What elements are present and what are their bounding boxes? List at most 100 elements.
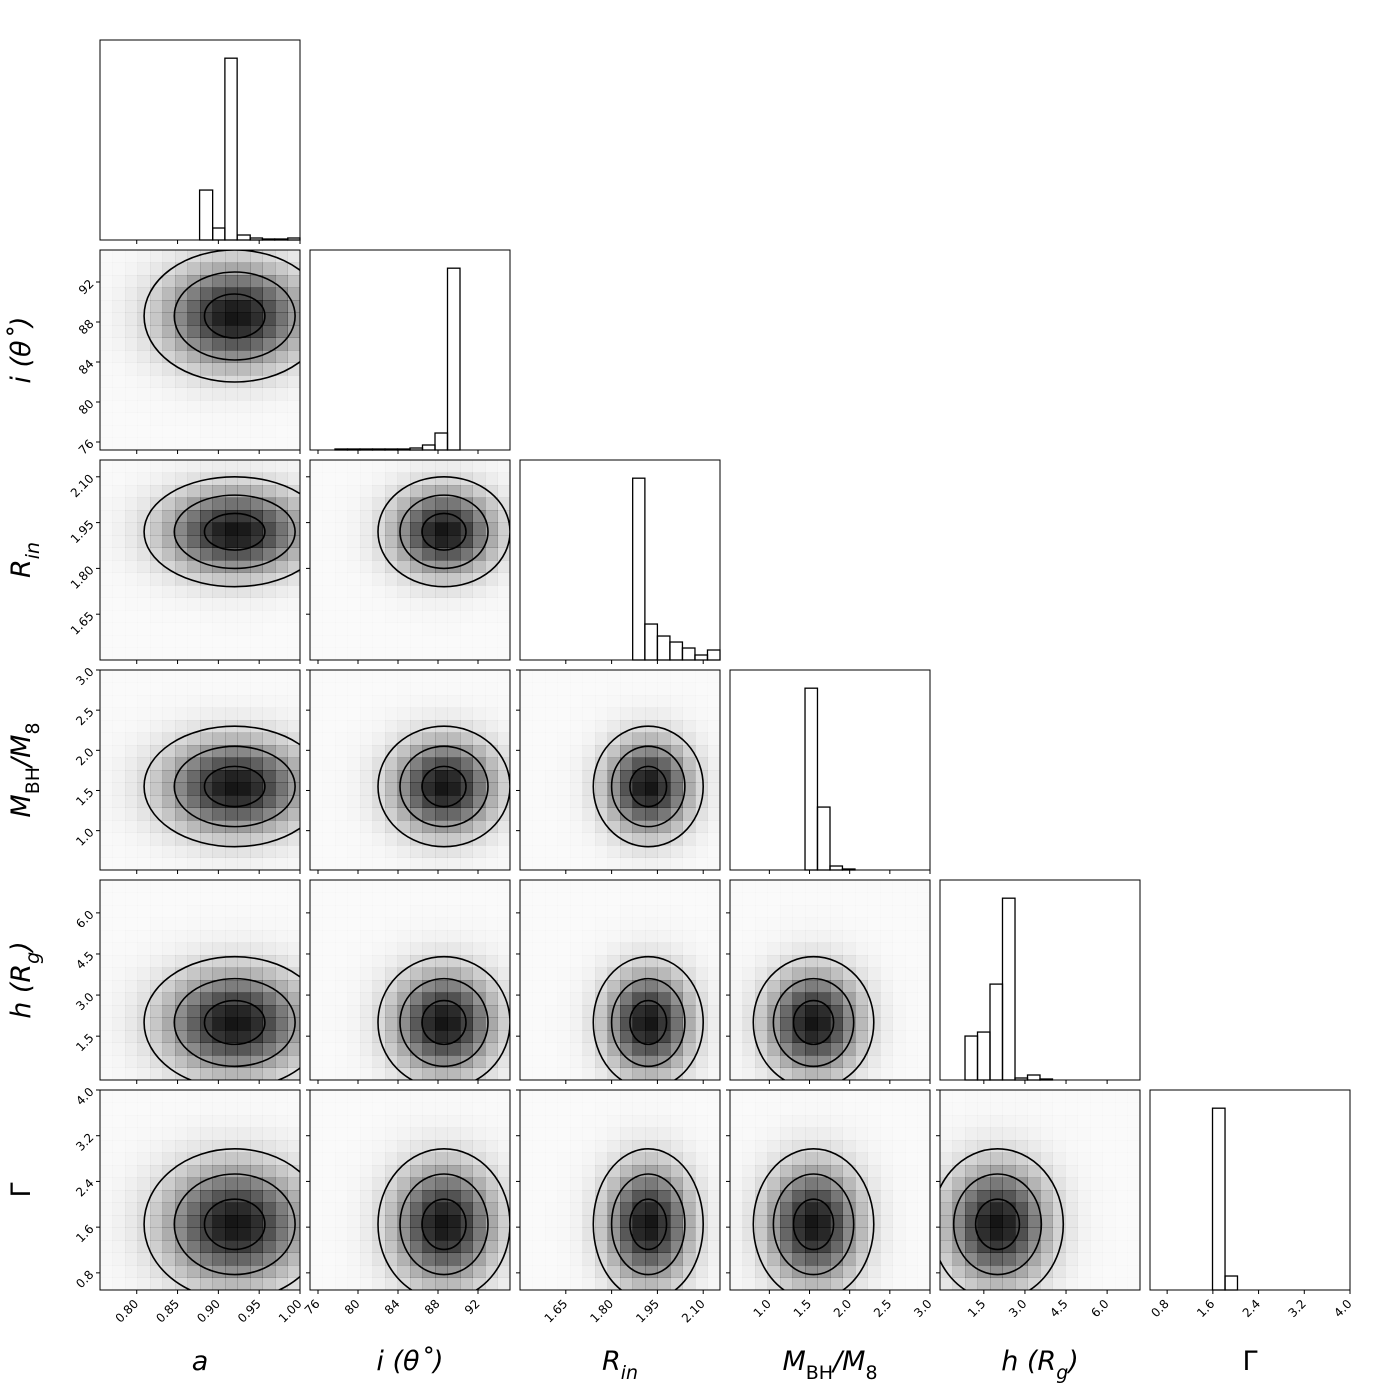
density-cell xyxy=(422,1017,436,1031)
density-cell xyxy=(150,943,163,956)
density-cell xyxy=(225,1115,238,1128)
density-cell xyxy=(768,930,781,943)
density-cell xyxy=(275,695,288,708)
density-cell xyxy=(545,968,558,981)
density-cell xyxy=(262,770,276,783)
density-cell xyxy=(113,438,126,451)
density-cell xyxy=(742,1215,756,1228)
density-cell xyxy=(262,1177,276,1191)
density-cell xyxy=(262,820,276,833)
density-cell xyxy=(372,745,386,758)
density-cell xyxy=(1028,1115,1041,1128)
density-cell xyxy=(767,992,781,1006)
density-cell xyxy=(422,485,436,498)
density-cell xyxy=(582,770,596,783)
x-tick-label: 3.0 xyxy=(1006,1297,1029,1320)
density-cell xyxy=(137,262,151,276)
density-cell xyxy=(695,832,708,846)
density-cell xyxy=(360,497,373,511)
density-cell xyxy=(188,880,201,893)
density-cell xyxy=(250,1005,263,1018)
density-cell xyxy=(372,832,386,846)
density-cell xyxy=(695,893,708,906)
density-cell xyxy=(162,757,176,771)
density-cell xyxy=(237,387,251,401)
density-cell xyxy=(793,1090,806,1103)
density-cell xyxy=(162,770,176,783)
density-cell xyxy=(175,375,188,388)
density-cell xyxy=(335,695,348,708)
density-cell xyxy=(520,708,533,721)
density-cell xyxy=(558,905,571,918)
density-cell xyxy=(100,460,113,473)
density-cell xyxy=(520,1055,533,1068)
density-cell xyxy=(373,623,386,636)
label-part: g xyxy=(1056,1362,1068,1384)
density-cell xyxy=(460,670,473,683)
panel-frame xyxy=(519,1089,721,1291)
density-cell xyxy=(657,857,671,870)
density-cell xyxy=(435,757,448,771)
histogram-bar xyxy=(694,654,709,661)
density-cell xyxy=(225,350,238,363)
density-cell xyxy=(125,1090,138,1103)
density-cell xyxy=(730,1215,743,1228)
density-cell xyxy=(682,732,696,746)
density-cell xyxy=(212,707,226,721)
density-cell xyxy=(670,683,683,696)
density-cell xyxy=(150,337,163,351)
density-cell xyxy=(830,1090,843,1103)
density-cell xyxy=(792,967,806,981)
density-cell xyxy=(237,930,251,943)
density-cell xyxy=(657,1042,671,1056)
density-cell xyxy=(670,905,683,918)
density-cell xyxy=(275,1030,288,1043)
density-cell xyxy=(410,1190,423,1203)
density-cell xyxy=(175,522,188,536)
density-cell xyxy=(200,1277,213,1290)
density-cell xyxy=(288,1103,301,1116)
density-cell xyxy=(730,992,743,1006)
density-cell xyxy=(250,497,263,511)
density-cell xyxy=(187,820,201,833)
density-cell xyxy=(1115,1115,1128,1128)
density-cell xyxy=(485,572,498,586)
density-cell xyxy=(422,510,436,523)
density-cell xyxy=(918,1278,931,1291)
density-cell xyxy=(200,648,213,661)
density xyxy=(112,880,300,1080)
density-cell xyxy=(423,648,436,661)
density-cell xyxy=(162,1067,176,1080)
density-cell xyxy=(348,1140,361,1153)
density-cell xyxy=(237,560,251,573)
density-cell xyxy=(323,745,336,758)
density-cell xyxy=(275,992,288,1006)
density-cell xyxy=(893,1090,906,1103)
density-cell xyxy=(372,782,386,796)
density-cell xyxy=(310,1103,323,1116)
density-cell xyxy=(237,1030,251,1043)
density-cell xyxy=(918,930,931,943)
density-cell xyxy=(397,1190,411,1203)
density-cell xyxy=(125,1005,138,1018)
density-cell xyxy=(275,1177,288,1191)
density-cell xyxy=(310,610,323,623)
density-cell xyxy=(263,695,276,708)
density-cell xyxy=(1040,1252,1053,1266)
density-cell xyxy=(397,460,411,473)
density-cell xyxy=(435,992,448,1006)
density-cell xyxy=(335,930,348,943)
density-cell xyxy=(200,262,213,276)
density-cell xyxy=(125,1042,138,1056)
density-cell xyxy=(855,967,868,981)
density-cell xyxy=(212,782,226,796)
density-cell xyxy=(645,670,658,683)
density-cell xyxy=(545,1190,558,1203)
density-cell xyxy=(558,1253,571,1266)
histogram-bar xyxy=(434,432,449,451)
density-cell xyxy=(212,1277,226,1290)
density-cell xyxy=(200,880,213,893)
density-cell xyxy=(880,943,893,956)
